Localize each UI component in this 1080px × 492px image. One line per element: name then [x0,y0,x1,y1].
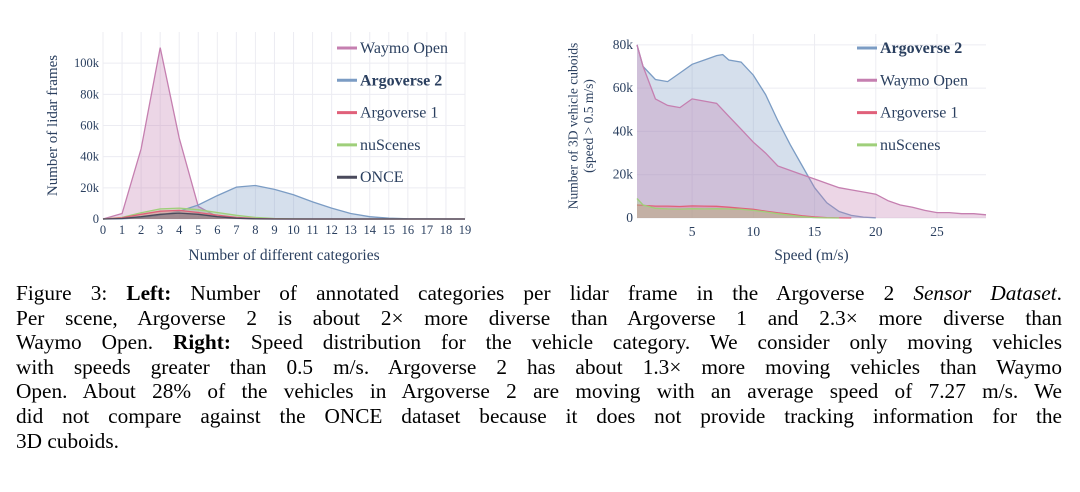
x-tick-label: 25 [930,224,944,239]
figure: 0 20k 40k 60k 80k 100k 0 1 2 3 4 5 6 7 8 9 10 11 12 13 14 15 1… [45,32,987,264]
legend-label-nuscenes: nuScenes [880,137,940,154]
y-tick-label: 0 [93,212,99,226]
y-tick-label: 60k [80,119,100,133]
caption-text: . [1056,281,1062,305]
legend-label-waymo-open: Waymo Open [360,40,448,57]
series-area-waymo-open [103,47,465,219]
series-line-nuscenes [636,198,840,219]
x-tick-label: 3 [157,223,163,237]
series-line-argoverse-2 [636,44,876,219]
figure-caption: Figure 3: Left: Number of annotated cate… [16,281,1062,453]
plot-area [637,34,986,218]
x-tick-label: 0 [100,223,106,237]
series-line-waymo-open [636,44,987,216]
caption-text: Per scene, Argoverse 2 is about 2× more … [16,305,1062,330]
x-tick-label: 2 [138,223,144,237]
x-tick-label: 19 [459,223,472,237]
x-tick-label: 10 [287,223,300,237]
series-line-once [102,212,465,220]
series-area-argoverse-2 [637,44,876,218]
x-tick-label: 11 [307,223,319,237]
caption-line: Per scene, Argoverse 2 is about 2× more … [16,306,1062,331]
y-tick-label: 20k [613,167,634,182]
caption-text: Open. About 28% of the vehicles in Argov… [16,379,1062,404]
x-tick-label: 17 [421,223,434,237]
caption-text: Figure 3: [16,281,127,305]
series-area-nuscenes [103,208,465,219]
caption-text: Waymo Open. [16,330,173,355]
x-tick-label: 5 [195,223,201,237]
y-axis-title: Number of 3D vehicle cuboids(speed > 0.5… [566,43,597,209]
caption-text: Speed distribution for the vehicle categ… [230,330,1062,355]
caption-line: Open. About 28% of the vehicles in Argov… [16,379,1062,404]
y-axis-title-line: Number of 3D vehicle cuboids [566,43,581,209]
y-tick-label: 80k [80,87,100,101]
x-tick-label: 16 [402,223,415,237]
legend-label-argoverse-1: Argoverse 1 [880,105,958,122]
caption-text: Sensor Dataset [913,281,1057,305]
y-axis-title: Number of lidar frames [45,55,61,196]
legend-label-argoverse-2: Argoverse 2 [880,40,962,57]
series-area-nuscenes [637,198,840,218]
y-tick-label: 40k [613,123,634,138]
series-line-argoverse-1 [636,204,852,219]
caption-line: 3D cuboids. [16,429,1062,454]
x-tick-label: 10 [747,224,761,239]
y-tick-label: 20k [80,181,100,195]
caption-text: Right: [172,330,231,355]
y-axis-title-line: (speed > 0.5 m/s) [581,79,596,173]
x-tick-label: 4 [176,223,183,237]
x-tick-label: 8 [252,223,258,237]
x-tick-label: 5 [689,224,696,239]
x-tick-label: 14 [363,223,376,237]
caption-line: did not compare against the ONCE dataset… [16,404,1062,429]
legend-label-argoverse-2: Argoverse 2 [360,72,442,89]
caption-line: with speeds greater than 0.5 m/s. Argove… [16,355,1062,380]
caption-text: with speeds greater than 0.5 m/s. Argove… [16,354,1062,379]
x-tick-label: 9 [271,223,277,237]
caption-line: Figure 3: Left: Number of annotated cate… [16,281,1062,306]
x-axis-title: Number of different categories [188,247,379,264]
legend-label-nuscenes: nuScenes [360,137,420,154]
caption-text: Number of annotated categories per lidar… [171,281,914,305]
right-chart: 0 20k 40k 60k 80k 5 10 15 20 25 Speed (m/s) Number … [566,34,987,264]
x-tick-label: 13 [344,223,357,237]
x-tick-label: 6 [214,223,220,237]
x-tick-label: 15 [383,223,396,237]
y-tick-label: 80k [613,37,634,52]
y-tick-label: 100k [74,56,100,70]
y-tick-label: 0 [626,210,633,225]
series-area-waymo-open [637,44,986,218]
caption-text: Left: [126,281,172,305]
x-axis-title: Speed (m/s) [774,247,848,264]
x-tick-label: 18 [440,223,453,237]
legend-label-waymo-open: Waymo Open [880,72,968,89]
legend-label-argoverse-1: Argoverse 1 [360,105,438,122]
x-tick-label: 20 [869,224,883,239]
y-tick-label: 60k [613,80,634,95]
caption-text: 3D cuboids. [16,428,119,453]
caption-text: did not compare against the ONCE dataset… [16,403,1062,428]
x-tick-label: 7 [233,223,239,237]
x-tick-label: 1 [119,223,125,237]
legend-label-once: ONCE [360,169,404,186]
x-tick-label: 15 [808,224,822,239]
series-area-argoverse-2 [103,185,465,219]
caption-line: Waymo Open. Right: Speed distribution fo… [16,330,1062,355]
x-tick-label: 12 [325,223,338,237]
y-tick-label: 40k [80,150,100,164]
